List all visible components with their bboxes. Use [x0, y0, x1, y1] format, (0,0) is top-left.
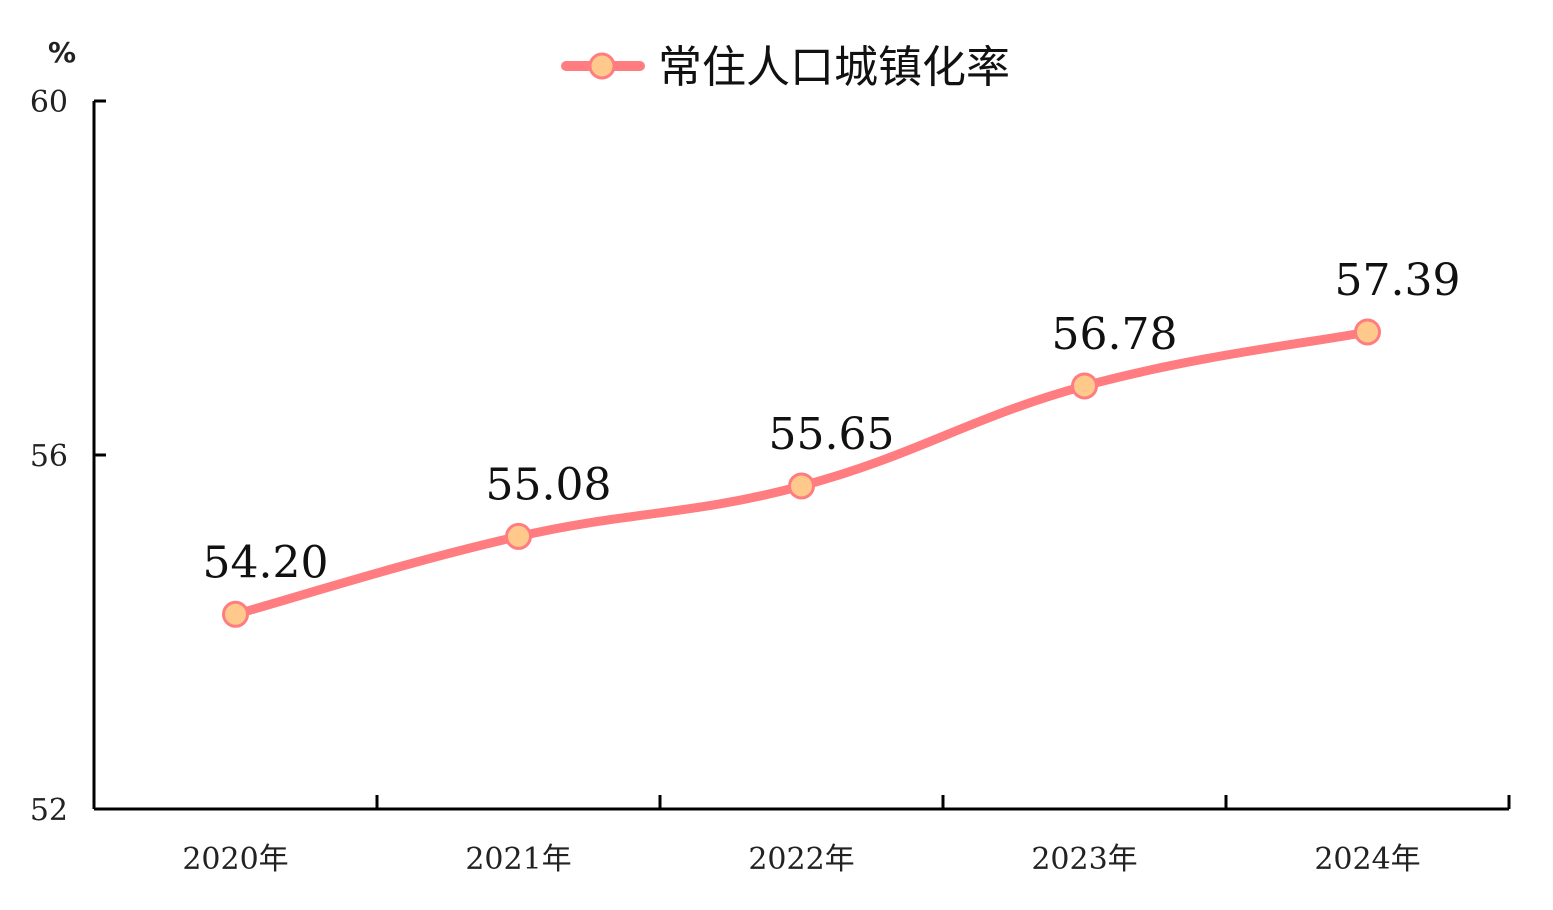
legend-marker [588, 52, 616, 80]
x-tick-label: 2020年 [182, 842, 288, 877]
y-axis-unit: % [48, 36, 76, 69]
data-point [788, 472, 815, 500]
data-label: 57.39 [1335, 255, 1461, 306]
data-point [1354, 318, 1381, 346]
data-label: 55.08 [486, 459, 612, 510]
data-point [1071, 372, 1098, 400]
x-tick-label: 2024年 [1314, 842, 1420, 877]
data-label: 55.65 [769, 409, 895, 460]
axes: 52 56 60 2020年 2021年 2022年 2023年 2024年 [30, 85, 1511, 877]
data-point [505, 522, 532, 550]
x-tick-label: 2022年 [748, 842, 854, 877]
data-point [222, 600, 249, 628]
x-tick-label: 2023年 [1031, 842, 1137, 877]
legend: 常住人口城镇化率 [561, 42, 1010, 93]
legend-label: 常住人口城镇化率 [658, 42, 1010, 93]
data-label: 56.78 [1052, 309, 1178, 360]
y-tick-label: 52 [30, 793, 68, 828]
y-tick-label: 60 [30, 85, 68, 120]
x-tick-label: 2021年 [465, 842, 571, 877]
plot-area: 54.20 55.08 55.65 56.78 57.39 [203, 255, 1461, 628]
y-tick-label: 56 [30, 439, 68, 474]
data-label: 54.20 [203, 537, 329, 588]
